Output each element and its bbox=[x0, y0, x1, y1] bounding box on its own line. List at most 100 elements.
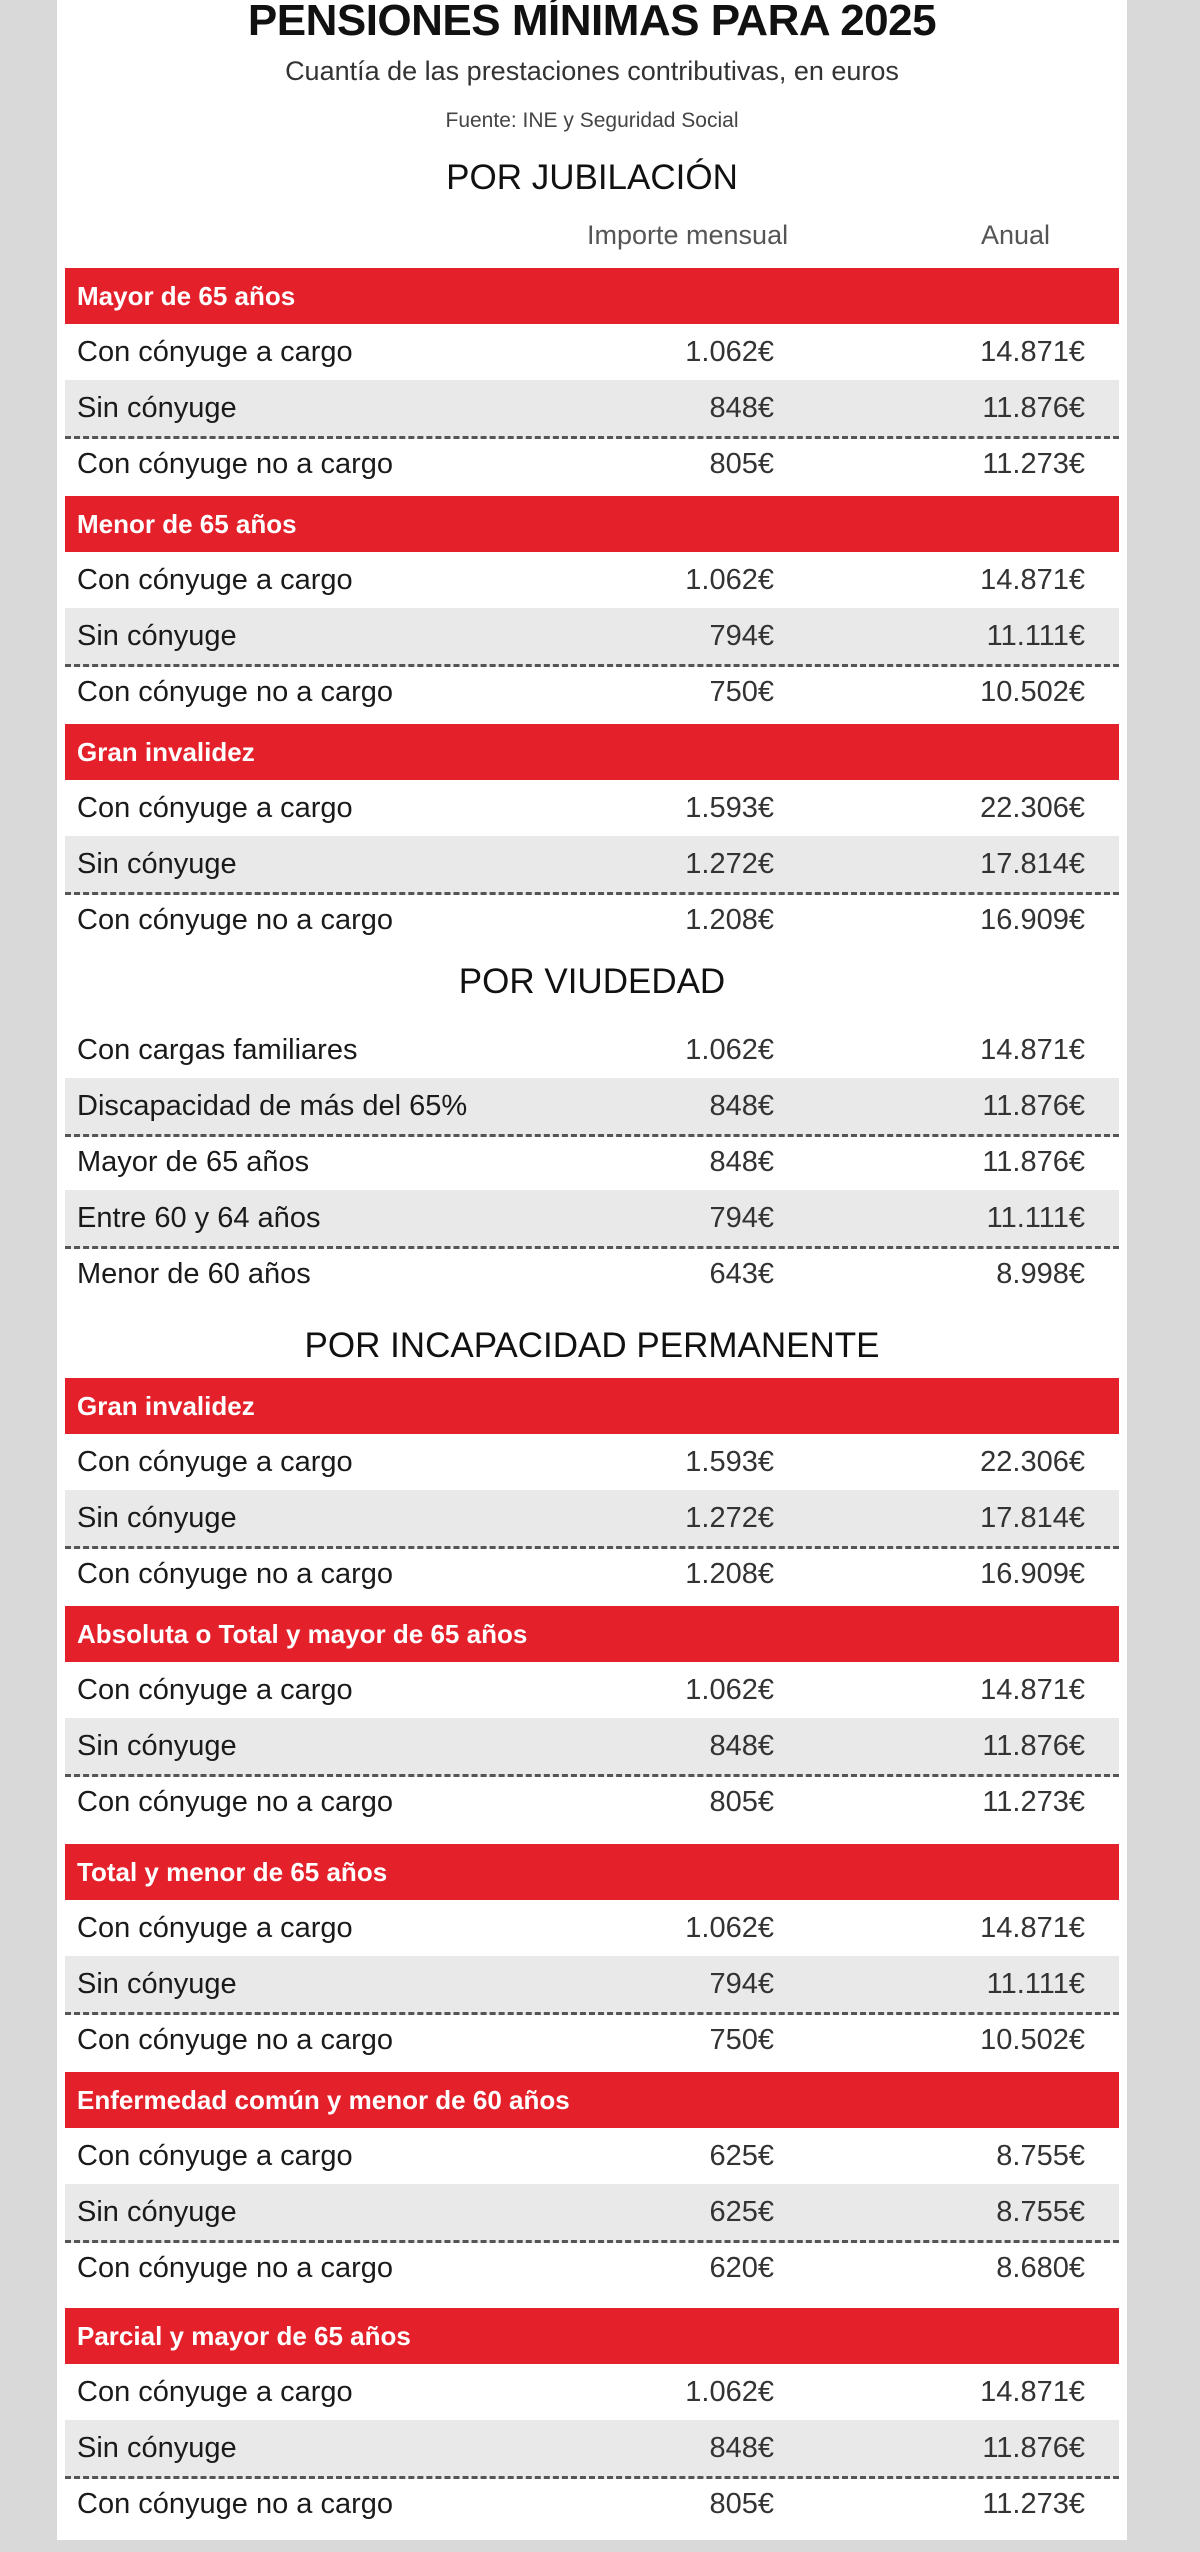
monthly-amount: 625€ bbox=[709, 2196, 774, 2228]
table-row: Discapacidad de más del 65% 848€ 11.876€ bbox=[65, 1078, 1119, 1137]
annual-amount: 11.876€ bbox=[982, 392, 1085, 424]
table-row: Entre 60 y 64 años 794€ 11.111€ bbox=[65, 1190, 1119, 1249]
group-header-label: Parcial y mayor de 65 años bbox=[77, 2321, 411, 2351]
group-header-label: Total y menor de 65 años bbox=[77, 1857, 388, 1887]
annual-amount: 11.876€ bbox=[982, 1730, 1085, 1762]
monthly-amount: 1.062€ bbox=[685, 564, 774, 596]
table-row: Sin cónyuge 848€ 11.876€ bbox=[65, 2420, 1119, 2479]
group-header-label: Enfermedad común y menor de 60 años bbox=[77, 2085, 570, 2115]
monthly-amount: 625€ bbox=[709, 2140, 774, 2172]
monthly-amount: 620€ bbox=[709, 2252, 774, 2284]
row-label: Sin cónyuge bbox=[77, 2432, 237, 2464]
row-label: Con cónyuge no a cargo bbox=[77, 1786, 393, 1818]
monthly-amount: 848€ bbox=[709, 1730, 774, 1762]
annual-amount: 8.998€ bbox=[996, 1258, 1085, 1290]
table-row: Con cónyuge a cargo 1.062€ 14.871€ bbox=[65, 1662, 1119, 1721]
table-row: Sin cónyuge 848€ 11.876€ bbox=[65, 380, 1119, 439]
source-note: Fuente: INE y Seguridad Social bbox=[445, 109, 739, 132]
table-row: Sin cónyuge 625€ 8.755€ bbox=[65, 2184, 1119, 2243]
infographic-card: PENSIONES MÍNIMAS PARA 2025 Cuantía de l… bbox=[57, 0, 1127, 2540]
annual-amount: 10.502€ bbox=[980, 2024, 1085, 2056]
table-row: Mayor de 65 años 848€ 11.876€ bbox=[65, 1134, 1119, 1193]
annual-amount: 10.502€ bbox=[980, 676, 1085, 708]
group-header: Parcial y mayor de 65 años bbox=[65, 2308, 1119, 2364]
annual-amount: 16.909€ bbox=[980, 904, 1085, 936]
table-row: Con cónyuge no a cargo 805€ 11.273€ bbox=[65, 1774, 1119, 1830]
row-label: Con cónyuge no a cargo bbox=[77, 904, 393, 936]
annual-amount: 11.876€ bbox=[982, 2432, 1085, 2464]
page-title: PENSIONES MÍNIMAS PARA 2025 bbox=[247, 0, 937, 45]
monthly-amount: 1.062€ bbox=[685, 2376, 774, 2408]
group-header-label: Absoluta o Total y mayor de 65 años bbox=[77, 1619, 528, 1649]
monthly-amount: 1.208€ bbox=[685, 904, 774, 936]
group-header-label: Gran invalidez bbox=[77, 737, 255, 767]
monthly-amount: 643€ bbox=[709, 1258, 774, 1290]
annual-amount: 17.814€ bbox=[980, 1502, 1085, 1534]
monthly-amount: 750€ bbox=[709, 2024, 774, 2056]
annual-amount: 14.871€ bbox=[980, 1034, 1085, 1066]
row-label: Con cónyuge a cargo bbox=[77, 336, 353, 368]
annual-amount: 14.871€ bbox=[980, 1912, 1085, 1944]
monthly-amount: 805€ bbox=[709, 448, 774, 480]
annual-amount: 11.273€ bbox=[982, 448, 1085, 480]
row-label: Con cargas familiares bbox=[77, 1034, 358, 1066]
table-row: Con cónyuge no a cargo 750€ 10.502€ bbox=[65, 664, 1119, 720]
row-label: Con cónyuge a cargo bbox=[77, 2140, 353, 2172]
monthly-amount: 848€ bbox=[709, 392, 774, 424]
monthly-amount: 805€ bbox=[709, 2488, 774, 2520]
row-label: Sin cónyuge bbox=[77, 2196, 237, 2228]
row-label: Con cónyuge a cargo bbox=[77, 792, 353, 824]
annual-amount: 14.871€ bbox=[980, 564, 1085, 596]
row-label: Con cónyuge a cargo bbox=[77, 1912, 353, 1944]
group-header-label: Mayor de 65 años bbox=[77, 281, 296, 311]
group-header: Enfermedad común y menor de 60 años bbox=[65, 2072, 1119, 2128]
group-header-label: Menor de 65 años bbox=[77, 509, 297, 539]
monthly-amount: 1.593€ bbox=[685, 792, 774, 824]
annual-amount: 11.273€ bbox=[982, 2488, 1085, 2520]
group-header: Total y menor de 65 años bbox=[65, 1844, 1119, 1900]
group-header: Absoluta o Total y mayor de 65 años bbox=[65, 1606, 1119, 1662]
group-header: Mayor de 65 años bbox=[65, 268, 1119, 324]
row-label: Entre 60 y 64 años bbox=[77, 1202, 321, 1234]
monthly-amount: 1.062€ bbox=[685, 1034, 774, 1066]
group-header: Gran invalidez bbox=[65, 1378, 1119, 1434]
row-label: Con cónyuge no a cargo bbox=[77, 2252, 393, 2284]
group-header: Menor de 65 años bbox=[65, 496, 1119, 552]
section-title: POR JUBILACIÓN bbox=[446, 158, 738, 197]
table-row: Con cónyuge no a cargo 1.208€ 16.909€ bbox=[65, 892, 1119, 948]
table-row: Sin cónyuge 1.272€ 17.814€ bbox=[65, 1490, 1119, 1549]
annual-amount: 8.680€ bbox=[996, 2252, 1085, 2284]
table-row: Con cónyuge no a cargo 620€ 8.680€ bbox=[65, 2240, 1119, 2296]
table-row: Sin cónyuge 794€ 11.111€ bbox=[65, 1956, 1119, 2015]
annual-amount: 17.814€ bbox=[980, 848, 1085, 880]
row-label: Sin cónyuge bbox=[77, 1730, 237, 1762]
monthly-amount: 805€ bbox=[709, 1786, 774, 1818]
table-row: Con cónyuge no a cargo 805€ 11.273€ bbox=[65, 2476, 1119, 2532]
annual-amount: 22.306€ bbox=[980, 792, 1085, 824]
row-label: Con cónyuge no a cargo bbox=[77, 2024, 393, 2056]
table-row: Menor de 60 años 643€ 8.998€ bbox=[65, 1246, 1119, 1302]
annual-amount: 14.871€ bbox=[980, 1674, 1085, 1706]
monthly-amount: 1.272€ bbox=[685, 1502, 774, 1534]
monthly-amount: 794€ bbox=[709, 620, 774, 652]
table-row: Con cónyuge a cargo 625€ 8.755€ bbox=[65, 2128, 1119, 2187]
annual-amount: 11.876€ bbox=[982, 1146, 1085, 1178]
table-row: Sin cónyuge 1.272€ 17.814€ bbox=[65, 836, 1119, 895]
table-row: Con cónyuge a cargo 1.593€ 22.306€ bbox=[65, 780, 1119, 839]
row-label: Sin cónyuge bbox=[77, 392, 237, 424]
row-label: Sin cónyuge bbox=[77, 620, 237, 652]
annual-amount: 11.111€ bbox=[986, 620, 1085, 652]
column-header-annual: Anual bbox=[981, 220, 1051, 250]
annual-amount: 11.111€ bbox=[986, 1202, 1085, 1234]
table-row: Con cónyuge a cargo 1.062€ 14.871€ bbox=[65, 552, 1119, 611]
row-label: Menor de 60 años bbox=[77, 1258, 311, 1290]
monthly-amount: 848€ bbox=[709, 1146, 774, 1178]
table-row: Sin cónyuge 794€ 11.111€ bbox=[65, 608, 1119, 667]
monthly-amount: 1.062€ bbox=[685, 1674, 774, 1706]
table-row: Con cónyuge a cargo 1.062€ 14.871€ bbox=[65, 2364, 1119, 2423]
table-row: Con cónyuge a cargo 1.062€ 14.871€ bbox=[65, 324, 1119, 383]
annual-amount: 16.909€ bbox=[980, 1558, 1085, 1590]
annual-amount: 14.871€ bbox=[980, 336, 1085, 368]
row-label: Sin cónyuge bbox=[77, 1502, 237, 1534]
group-header-label: Gran invalidez bbox=[77, 1391, 255, 1421]
